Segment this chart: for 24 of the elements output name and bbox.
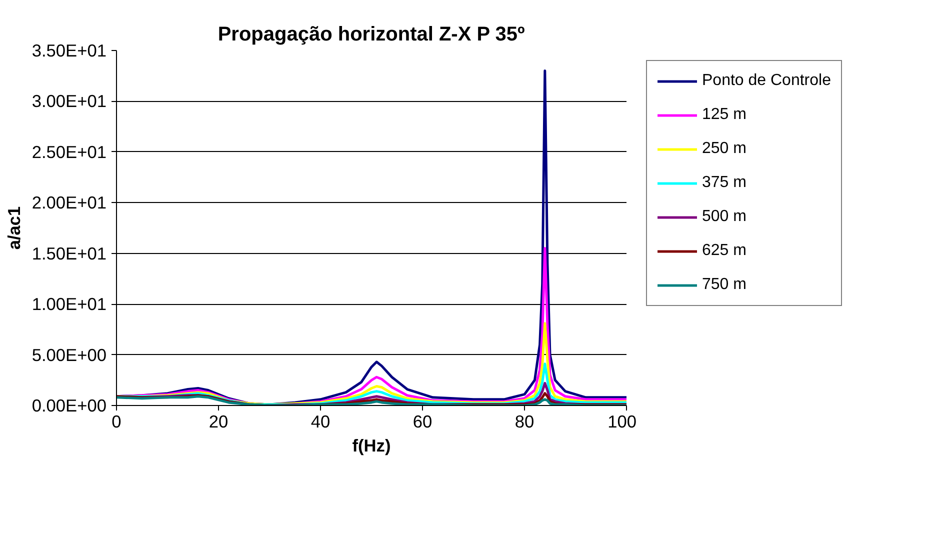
x-tick-label: 60 [412,412,432,432]
x-tick-label: 0 [112,412,122,432]
y-tick-label: 3.50E+01 [32,40,107,60]
x-tick-label: 80 [514,412,534,432]
y-axis-title: a/ac1 [4,206,24,250]
legend-label: 125 m [702,106,746,124]
x-tick-label: 100 [608,412,637,432]
y-tick-label: 0.00E+00 [32,396,107,416]
y-tick-label: 3.00E+01 [32,91,107,112]
legend-label: 625 m [702,242,746,260]
legend-label: 750 m [702,276,746,294]
y-tick-label: 1.00E+01 [32,294,107,314]
x-axis-title: f(Hz) [352,436,391,456]
y-tick-label: 5.00E+00 [32,344,107,365]
x-tick-label: 20 [208,412,228,432]
legend-label: Ponto de Controle [702,72,831,90]
y-tick-label: 1.50E+01 [32,243,107,264]
x-tick-label: 40 [310,412,330,432]
y-tick-label: 2.00E+01 [32,192,107,213]
chart-title: Propagação horizontal Z-X P 35º [218,24,525,46]
legend-label: 500 m [702,208,746,226]
y-tick-label: 2.50E+01 [32,142,107,162]
legend-label: 375 m [702,174,746,192]
legend-label: 250 m [702,140,746,158]
